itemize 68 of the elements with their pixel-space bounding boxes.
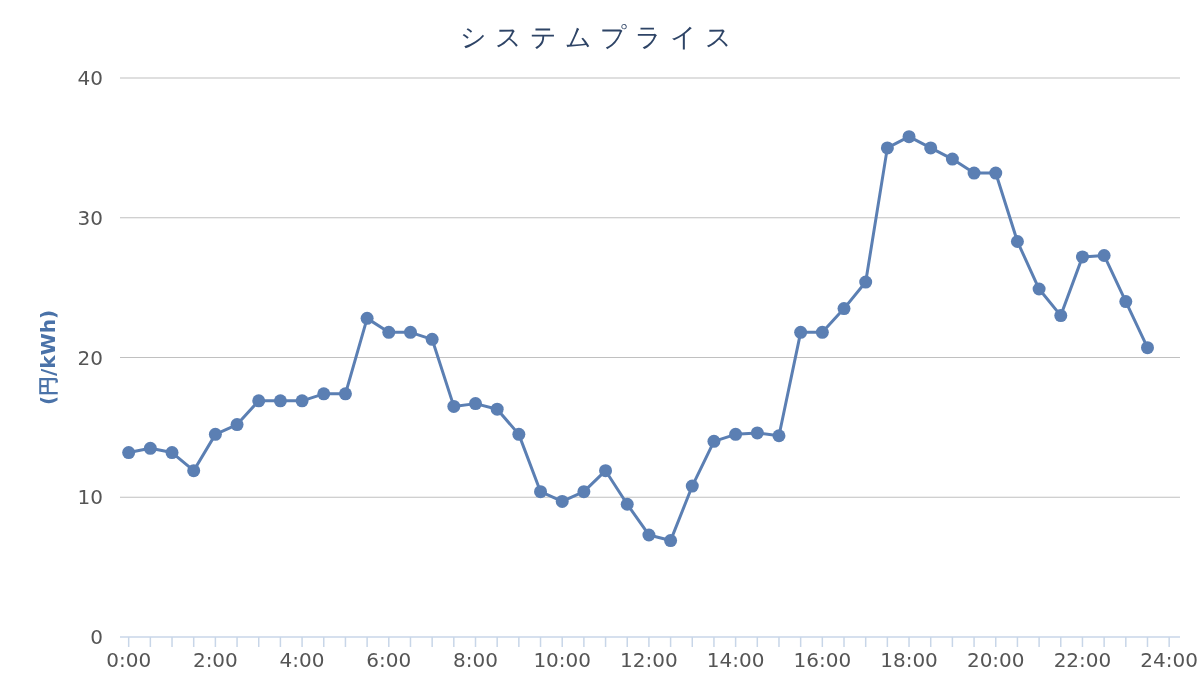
point	[945, 152, 959, 166]
x-tick-label: 18:00	[880, 648, 938, 672]
point	[815, 325, 829, 339]
point	[295, 394, 309, 408]
point	[1097, 248, 1111, 262]
point	[664, 534, 678, 548]
point	[252, 394, 266, 408]
point	[490, 402, 504, 416]
point	[1054, 309, 1068, 323]
point	[425, 332, 439, 346]
point	[1032, 282, 1046, 296]
x-tick-label: 24:00	[1140, 648, 1198, 672]
point	[230, 418, 244, 432]
point	[469, 397, 482, 411]
point	[967, 166, 981, 180]
point	[685, 479, 699, 493]
point	[880, 141, 894, 155]
y-tick-label: 30	[77, 205, 103, 230]
point	[143, 441, 157, 455]
point	[837, 302, 851, 316]
point	[1140, 341, 1154, 355]
point	[338, 387, 352, 401]
point	[1119, 295, 1133, 309]
point	[447, 399, 461, 413]
x-tick-label: 6:00	[366, 648, 412, 672]
point	[382, 325, 396, 339]
point	[707, 434, 721, 448]
point	[512, 427, 526, 441]
x-tick-label: 2:00	[192, 648, 238, 672]
x-tick-label: 12:00	[620, 648, 678, 672]
point	[208, 427, 222, 441]
point	[772, 429, 786, 443]
chart-title: システムプライス	[460, 22, 740, 52]
x-tick-label: 8:00	[453, 648, 498, 672]
x-tick-label: 16:00	[793, 648, 852, 672]
point	[317, 387, 331, 401]
point	[360, 311, 374, 325]
point	[794, 325, 808, 339]
point	[534, 485, 548, 499]
point	[989, 166, 1003, 180]
x-tick-label: 10:00	[533, 648, 592, 672]
point	[620, 497, 634, 511]
point	[729, 427, 743, 441]
point	[859, 275, 873, 289]
y-tick-label: 20	[77, 345, 103, 370]
y-tick-label: 40	[77, 66, 103, 90]
y-tick-label: 10	[77, 485, 103, 510]
point	[555, 494, 569, 508]
point	[750, 426, 764, 440]
x-tick-label: 14:00	[706, 648, 765, 672]
point	[902, 130, 916, 144]
point	[924, 141, 938, 155]
point	[577, 485, 591, 499]
point	[165, 446, 179, 460]
x-tick-label: 4:00	[279, 648, 325, 672]
y-axis-title: (円/kWh)	[36, 309, 60, 406]
point	[599, 464, 613, 478]
x-tick-label: 0:00	[106, 648, 152, 672]
x-tick-label: 22:00	[1053, 648, 1112, 672]
point	[642, 528, 656, 542]
point	[1075, 250, 1089, 264]
point	[1010, 235, 1024, 249]
point	[187, 464, 201, 478]
point	[273, 394, 287, 408]
y-tick-label: 0	[90, 625, 103, 649]
x-tick-label: 20:00	[966, 648, 1025, 672]
point	[403, 325, 417, 339]
point	[122, 446, 136, 460]
